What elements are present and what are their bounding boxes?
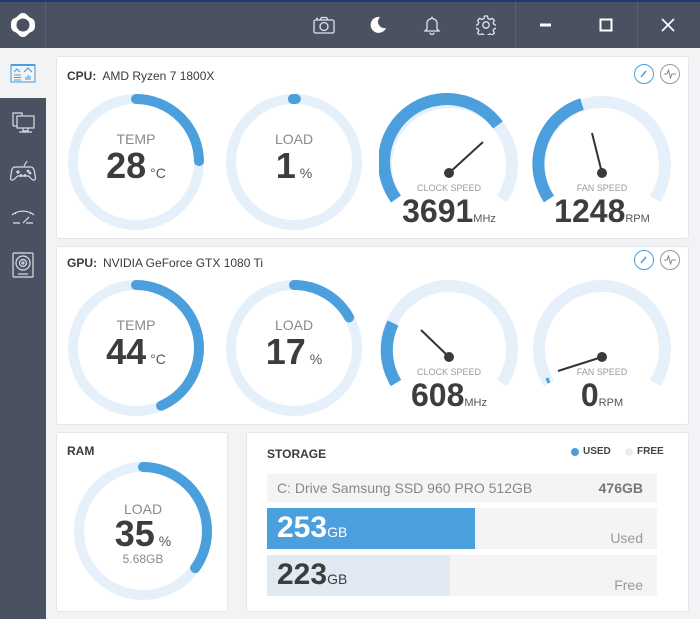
- sidebar-item-performance[interactable]: [0, 192, 46, 242]
- cpu-fan-gauge: FAN SPEED 1248RPM: [532, 93, 672, 233]
- gauge-icon: [640, 70, 647, 78]
- cpu-temp-value: 28 °C: [106, 145, 166, 186]
- pulse-icon: [664, 69, 676, 79]
- ram-load-ring: LOAD 35% 5.68GB: [73, 461, 213, 601]
- gpu-load-ring: LOAD 17%: [225, 279, 363, 417]
- title-separator: [637, 2, 638, 48]
- used-dot-icon: [571, 447, 579, 456]
- gpu-temp-value: 44 °C: [106, 331, 166, 372]
- gpu-load-value: 17%: [265, 331, 323, 372]
- graph-view-button[interactable]: [660, 64, 680, 84]
- free-label: Free: [614, 577, 643, 593]
- sidebar-item-gaming[interactable]: [0, 146, 46, 196]
- gpu-fan-label: FAN SPEED: [576, 367, 628, 377]
- drive-total: 476GB: [598, 480, 643, 496]
- gamepad-icon: [10, 160, 36, 181]
- used-label: Used: [610, 530, 643, 546]
- screenshot-button[interactable]: [304, 2, 344, 48]
- maximize-button[interactable]: [586, 2, 626, 48]
- ram-title: RAM: [67, 444, 95, 458]
- drive-name: C: Drive Samsung SSD 960 PRO 512GB: [277, 480, 533, 496]
- sidebar-item-storage[interactable]: [0, 240, 46, 290]
- ram-amount: 5.68GB: [122, 552, 164, 566]
- dark-mode-button[interactable]: [358, 2, 398, 48]
- cpu-temp-label: TEMP: [116, 131, 156, 147]
- gpu-load-label: LOAD: [274, 317, 314, 333]
- close-button[interactable]: [648, 2, 688, 48]
- cpu-card: CPU: AMD Ryzen 7 1800X TEMP 28 °C LOAD 1% …: [56, 56, 689, 239]
- pulse-icon: [664, 255, 676, 265]
- gauge-view-button[interactable]: [634, 250, 654, 270]
- computer-icon: [12, 112, 35, 133]
- gauge-icon: [640, 256, 647, 264]
- storage-title: STORAGE: [267, 447, 327, 461]
- legend-free: FREE: [625, 446, 664, 457]
- hard-drive-icon: [12, 252, 34, 278]
- gpu-card: GPU: NVIDIA GeForce GTX 1080 Ti TEMP 44 °C…: [56, 246, 689, 425]
- free-bar: [267, 555, 450, 596]
- speedometer-icon: [11, 210, 35, 224]
- cpu-fan-label: FAN SPEED: [576, 183, 628, 193]
- gpu-fan-gauge: FAN SPEED 0RPM: [532, 277, 672, 417]
- ram-load-value: 35%: [114, 513, 172, 554]
- gpu-clock-label: CLOCK SPEED: [416, 367, 482, 377]
- cpu-fan-value: 1248RPM: [554, 193, 650, 229]
- storage-card: STORAGE USED FREE C: Drive Samsung SSD 9…: [246, 432, 689, 612]
- cpu-clock-label: CLOCK SPEED: [416, 183, 482, 193]
- cpu-load-ring: LOAD 1%: [225, 93, 363, 231]
- gear-icon: [476, 15, 496, 35]
- cpu-title: CPU: AMD Ryzen 7 1800X: [67, 69, 215, 83]
- sidebar: [0, 48, 46, 619]
- gpu-name: NVIDIA GeForce GTX 1080 Ti: [103, 256, 264, 270]
- title-separator: [515, 2, 516, 48]
- maximize-icon: [599, 18, 613, 32]
- gpu-clock-gauge: CLOCK SPEED 608MHz: [379, 277, 519, 417]
- free-value: 223GB: [277, 558, 348, 591]
- moon-icon: [370, 16, 386, 33]
- sidebar-item-dashboard[interactable]: [0, 48, 46, 98]
- minimize-icon: [540, 23, 551, 27]
- cpu-load-value: 1%: [275, 145, 313, 186]
- cpu-temp-ring: TEMP 28 °C: [67, 93, 205, 231]
- camera-icon: [313, 16, 335, 34]
- gpu-temp-ring: TEMP 44 °C: [67, 279, 205, 417]
- settings-button[interactable]: [466, 2, 506, 48]
- notifications-button[interactable]: [412, 2, 452, 48]
- ram-load-label: LOAD: [123, 501, 163, 517]
- free-dot-icon: [625, 447, 633, 456]
- title-bar: [0, 0, 700, 48]
- gauge-view-button[interactable]: [634, 64, 654, 84]
- app-logo-icon[interactable]: [0, 2, 46, 48]
- gpu-clock-value: 608MHz: [411, 377, 487, 413]
- free-bar-row: 223GB Free: [267, 555, 657, 596]
- gpu-title: GPU: NVIDIA GeForce GTX 1080 Ti: [67, 256, 264, 270]
- gpu-temp-label: TEMP: [116, 317, 156, 333]
- ram-card: RAM LOAD 35% 5.68GB: [56, 432, 228, 612]
- cpu-name: AMD Ryzen 7 1800X: [102, 69, 215, 83]
- used-bar: [267, 508, 475, 549]
- cpu-clock-gauge: CLOCK SPEED 3691MHz: [378, 93, 519, 233]
- minimize-button[interactable]: [526, 2, 566, 48]
- drive-header[interactable]: C: Drive Samsung SSD 960 PRO 512GB 476GB: [267, 474, 657, 502]
- dashboard-icon: [10, 64, 36, 83]
- used-value: 253GB: [277, 511, 348, 544]
- bell-icon: [423, 16, 441, 35]
- close-icon: [661, 18, 675, 32]
- graph-view-button[interactable]: [660, 250, 680, 270]
- legend-used: USED: [571, 446, 611, 457]
- sidebar-item-system[interactable]: [0, 98, 46, 148]
- gpu-fan-value: 0RPM: [580, 377, 624, 413]
- cpu-clock-value: 3691MHz: [402, 193, 496, 229]
- used-bar-row: 253GB Used: [267, 508, 657, 549]
- cpu-load-label: LOAD: [274, 131, 314, 147]
